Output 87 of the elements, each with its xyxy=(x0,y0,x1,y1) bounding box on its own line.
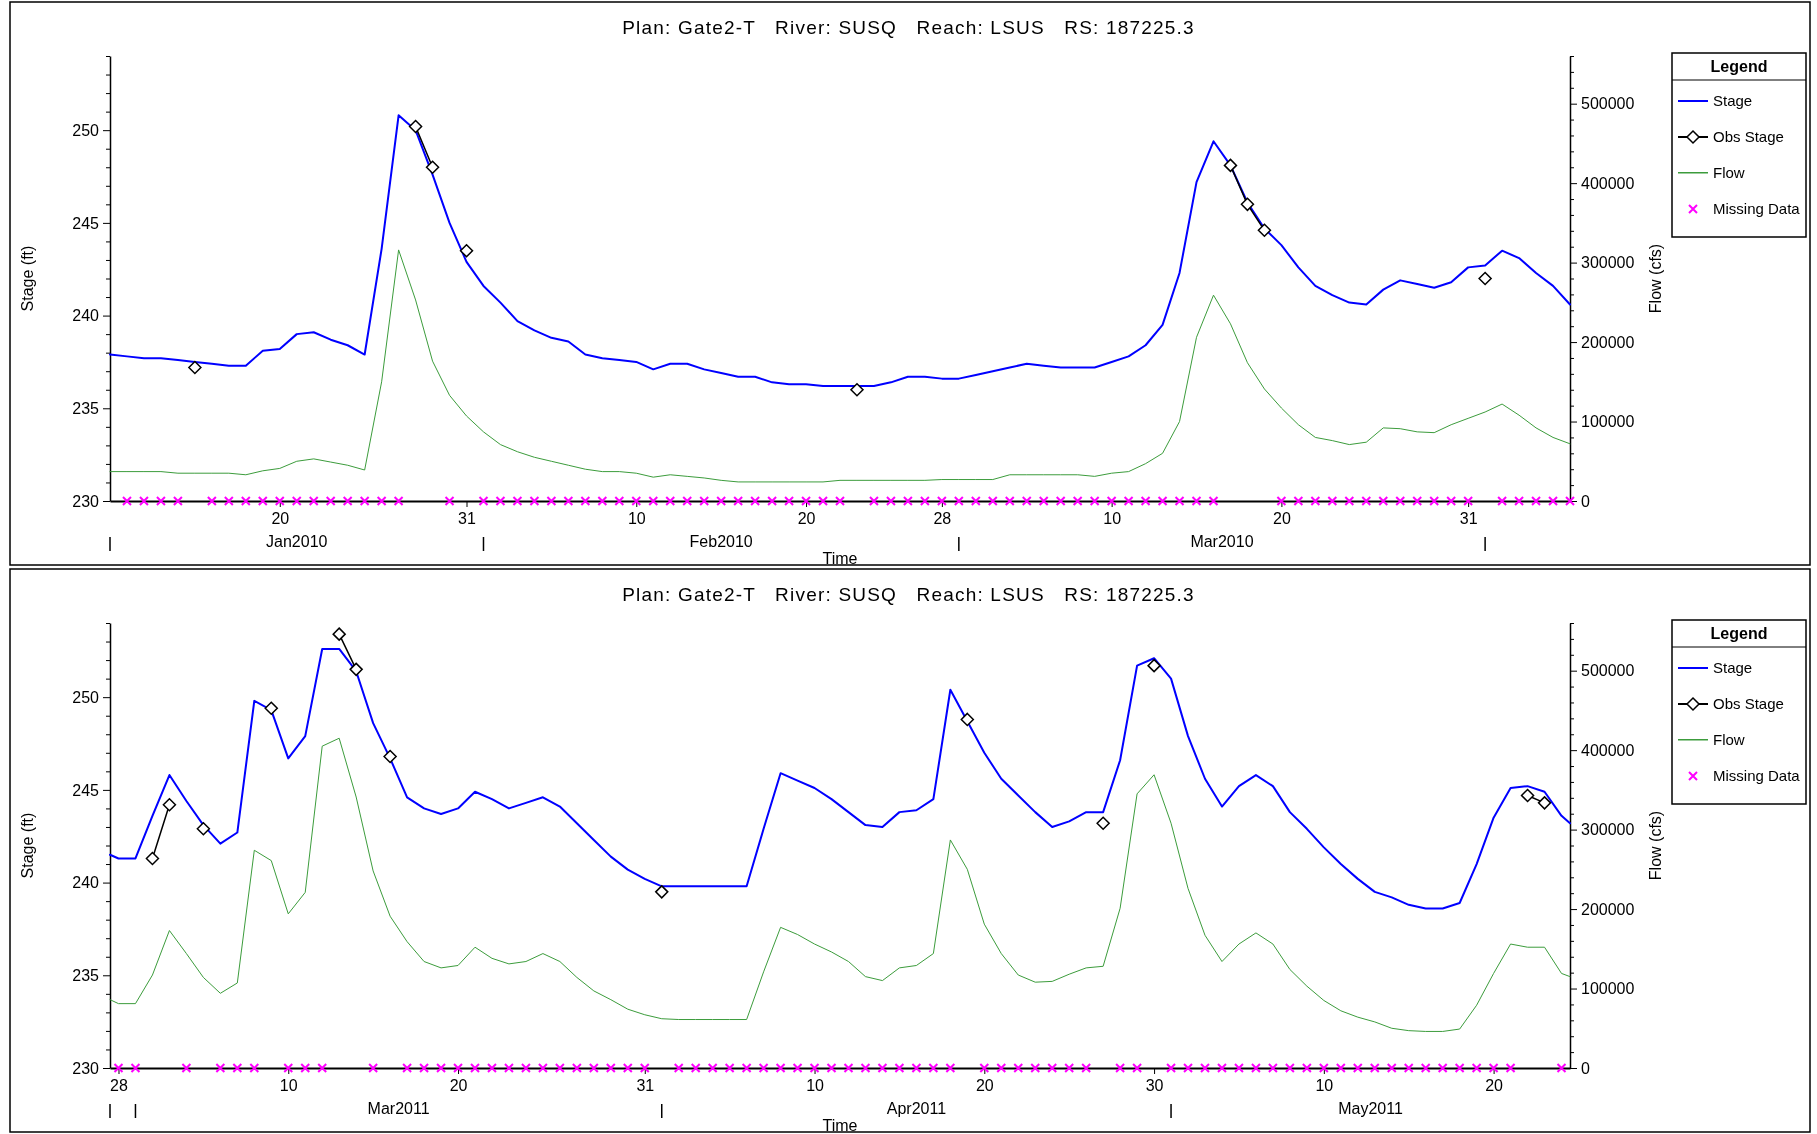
legend-label: Missing Data xyxy=(1713,200,1801,217)
y-tick-label: 230 xyxy=(72,1059,100,1077)
legend-label: Missing Data xyxy=(1713,767,1801,784)
y2-tick-label: 100000 xyxy=(1581,413,1635,431)
x-tick-label: 10 xyxy=(279,1077,298,1095)
line-series xyxy=(109,249,1571,483)
y2-tick-label: 200000 xyxy=(1581,900,1635,918)
y2-tick-label: 400000 xyxy=(1581,174,1635,192)
x-tick-label: 31 xyxy=(1459,510,1478,528)
x-tick-label: 31 xyxy=(458,510,477,528)
x-tick-label: 20 xyxy=(449,1077,468,1095)
y2-tick-label: 100000 xyxy=(1581,980,1635,998)
point xyxy=(1223,158,1238,173)
legend-label: Flow xyxy=(1713,731,1745,748)
text: Feb2010 xyxy=(689,533,753,550)
point xyxy=(654,885,669,899)
y-tick-label: 250 xyxy=(72,121,100,139)
y2-tick-label: 200000 xyxy=(1581,333,1635,351)
legend-label: Obs Stage xyxy=(1713,695,1784,712)
point xyxy=(188,360,202,375)
y-tick-label: 240 xyxy=(72,874,100,892)
y-tick-label: 235 xyxy=(72,966,100,984)
text: Jan2010 xyxy=(266,533,328,550)
legend-label: Flow xyxy=(1713,164,1745,181)
point xyxy=(162,797,177,812)
x-tick-label: 20 xyxy=(1273,510,1291,528)
y2-axis-title: Flow (cfs) xyxy=(1647,243,1664,314)
y2-axis-title: Flow (cfs) xyxy=(1647,810,1664,881)
point xyxy=(1537,796,1552,810)
text: Apr2011 xyxy=(886,1100,947,1117)
point xyxy=(1478,271,1492,286)
y-tick-label: 245 xyxy=(72,214,100,232)
text: May2011 xyxy=(1338,1100,1403,1117)
point xyxy=(1240,197,1255,212)
y-axis-title: Stage (ft) xyxy=(19,245,36,312)
legend-label: Obs Stage xyxy=(1713,128,1784,145)
x-tick-label: 20 xyxy=(1485,1077,1504,1095)
chart-title: Plan: Gate2-T River: SUSQ Reach: LSUS RS: 187225.3 xyxy=(622,17,1195,38)
x-tick-label: 20 xyxy=(271,510,290,528)
x-tick-label: 28 xyxy=(933,510,952,528)
x-tick-label: 10 xyxy=(627,510,646,528)
x-tick-label: 31 xyxy=(636,1077,655,1095)
y2-tick-label: 400000 xyxy=(1581,741,1635,759)
text: Mar2010 xyxy=(1190,533,1254,550)
x-tick-label: 10 xyxy=(1315,1077,1334,1095)
point xyxy=(383,749,397,764)
y-tick-label: 250 xyxy=(72,688,100,706)
point xyxy=(850,383,864,397)
point xyxy=(459,243,474,258)
y2-tick-label: 300000 xyxy=(1581,821,1635,839)
legend-label: Stage xyxy=(1713,92,1753,109)
legend-title: Legend xyxy=(1710,625,1768,642)
x-tick-label: 30 xyxy=(1145,1077,1164,1095)
chart-title: Plan: Gate2-T River: SUSQ Reach: LSUS RS: 187225.3 xyxy=(622,584,1195,605)
y2-tick-label: 300000 xyxy=(1581,254,1635,272)
x-tick-label: 28 xyxy=(110,1077,128,1095)
legend-label: Stage xyxy=(1713,659,1753,676)
line-series xyxy=(109,737,1571,1032)
point xyxy=(425,160,440,174)
x-axis-title: Time xyxy=(822,1117,858,1134)
y-tick-label: 240 xyxy=(72,307,100,325)
x-axis-title: Time xyxy=(822,550,858,567)
point xyxy=(264,701,279,716)
point xyxy=(1257,223,1272,238)
legend-title: Legend xyxy=(1710,58,1768,75)
y-tick-label: 230 xyxy=(72,492,100,510)
y-tick-label: 235 xyxy=(72,399,100,417)
point xyxy=(349,662,363,677)
y-axis-title: Stage (ft) xyxy=(19,812,36,879)
y2-tick-label: 0 xyxy=(1581,492,1590,510)
point xyxy=(332,627,346,641)
point xyxy=(196,822,211,836)
y2-tick-label: 0 xyxy=(1581,1059,1590,1077)
y-tick-label: 245 xyxy=(72,781,100,799)
y2-tick-label: 500000 xyxy=(1581,95,1635,113)
point xyxy=(1520,788,1535,803)
x-tick-label: 10 xyxy=(1103,510,1122,528)
point xyxy=(960,712,975,727)
text: Mar2011 xyxy=(367,1100,430,1117)
point xyxy=(1096,816,1110,830)
x-tick-label: 20 xyxy=(797,510,816,528)
point xyxy=(408,119,423,134)
point xyxy=(145,851,160,866)
point xyxy=(1147,658,1161,673)
y2-tick-label: 500000 xyxy=(1581,662,1635,680)
x-tick-label: 20 xyxy=(975,1077,994,1095)
x-tick-label: 10 xyxy=(806,1077,825,1095)
